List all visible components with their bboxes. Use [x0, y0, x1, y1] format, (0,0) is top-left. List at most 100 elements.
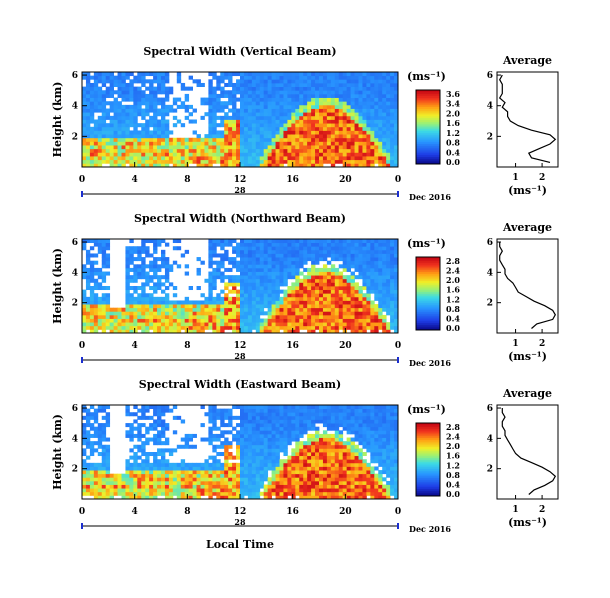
panel-northward: Spectral Width (Northward Beam)Height (k…	[51, 212, 559, 368]
heatmap-cell	[295, 444, 300, 449]
heatmap-cell	[184, 307, 190, 312]
heatmap-cell	[263, 239, 269, 244]
heatmap-cell	[164, 141, 170, 146]
heatmap-cell	[334, 275, 340, 280]
heatmap-cell	[243, 267, 249, 272]
heatmap-cell	[358, 264, 363, 269]
heatmap-cell	[386, 112, 391, 117]
heatmap-cell	[224, 307, 229, 312]
heatmap-cell	[89, 423, 95, 428]
heatmap-cell	[319, 311, 324, 316]
heatmap-cell	[394, 296, 399, 301]
heatmap-cell	[334, 304, 340, 309]
heatmap-cell	[161, 314, 166, 319]
heatmap-cell	[129, 156, 134, 161]
heatmap-cell	[133, 163, 138, 168]
heatmap-cell	[236, 260, 241, 265]
x-tick-label: 12	[234, 341, 247, 351]
heatmap-cell	[247, 289, 253, 294]
heatmap-cell	[334, 289, 340, 294]
heatmap-cell	[358, 311, 363, 316]
heatmap-cell	[263, 304, 269, 309]
heatmap-cell	[236, 437, 241, 442]
heatmap-cell	[243, 459, 249, 464]
heatmap-cell	[220, 260, 225, 265]
heatmap-cell	[220, 86, 225, 91]
heatmap-cell	[291, 267, 296, 272]
colorbar-segment	[416, 313, 440, 316]
heatmap-cell	[255, 466, 261, 471]
heatmap-cell	[184, 304, 190, 309]
heatmap-cell	[192, 108, 197, 113]
heatmap-cell	[192, 137, 197, 142]
heatmap-cell	[228, 82, 233, 88]
heatmap-cell	[164, 86, 170, 91]
heatmap-cell	[85, 300, 91, 305]
heatmap-cell	[117, 152, 122, 157]
heatmap-cell	[390, 137, 395, 142]
heatmap-cell	[315, 148, 320, 153]
heatmap-cell	[97, 462, 103, 467]
heatmap-cell	[279, 260, 284, 265]
heatmap-cell	[243, 239, 249, 244]
heatmap-cell	[338, 300, 344, 305]
heatmap-cell	[275, 134, 280, 139]
heatmap-cell	[267, 148, 272, 153]
heatmap-cell	[255, 278, 261, 283]
heatmap-cell	[133, 462, 138, 467]
heatmap-cell	[279, 491, 284, 496]
heatmap-cell	[164, 275, 170, 280]
heatmap-cell	[204, 462, 209, 467]
heatmap-cell	[145, 408, 150, 413]
heatmap-cell	[275, 470, 280, 475]
heatmap-cell	[228, 130, 233, 135]
heatmap-cell	[311, 412, 316, 417]
heatmap-cell	[208, 495, 213, 500]
heatmap-cell	[386, 267, 391, 272]
heatmap-cell	[89, 293, 95, 298]
heatmap-cell	[322, 278, 328, 283]
heatmap-cell	[378, 159, 383, 164]
x-tick-label: 20	[339, 341, 352, 351]
heatmap-cell	[259, 152, 265, 157]
heatmap-cell	[89, 289, 95, 294]
heatmap-cell	[350, 314, 355, 319]
heatmap-cell	[346, 126, 351, 131]
heatmap-cell	[350, 79, 355, 84]
heatmap-cell	[303, 82, 308, 88]
heatmap-cell	[319, 441, 324, 446]
heatmap-cell	[283, 271, 288, 276]
heatmap-cell	[271, 441, 276, 446]
heatmap-cell	[224, 253, 229, 258]
heatmap-cell	[228, 444, 233, 449]
heatmap-cell	[216, 134, 221, 139]
heatmap-cell	[220, 307, 225, 312]
heatmap-cell	[374, 271, 379, 276]
heatmap-cell	[180, 300, 186, 305]
heatmap-cell	[89, 307, 95, 312]
heatmap-cell	[141, 293, 146, 298]
heatmap-cell	[358, 239, 363, 244]
heatmap-cell	[82, 115, 87, 120]
heatmap-cell	[180, 444, 186, 449]
heatmap-cell	[161, 322, 166, 327]
heatmap-cell	[121, 322, 126, 327]
heatmap-cell	[243, 419, 249, 424]
heatmap-cell	[283, 462, 288, 467]
heatmap-cell	[346, 97, 351, 102]
heatmap-cell	[184, 480, 190, 485]
heatmap-cell	[85, 86, 91, 91]
heatmap-cell	[200, 466, 205, 471]
heatmap-cell	[145, 318, 150, 323]
heatmap-cell	[303, 480, 308, 485]
heatmap-cell	[374, 260, 379, 265]
heatmap-cell	[295, 271, 300, 276]
heatmap-cell	[259, 278, 265, 283]
heatmap-cell	[176, 145, 182, 150]
heatmap-cell	[267, 322, 272, 327]
heatmap-cell	[168, 304, 174, 309]
heatmap-cell	[315, 495, 320, 500]
heatmap-cell	[137, 286, 142, 291]
heatmap-cell	[255, 459, 261, 464]
heatmap-cell	[319, 433, 324, 438]
